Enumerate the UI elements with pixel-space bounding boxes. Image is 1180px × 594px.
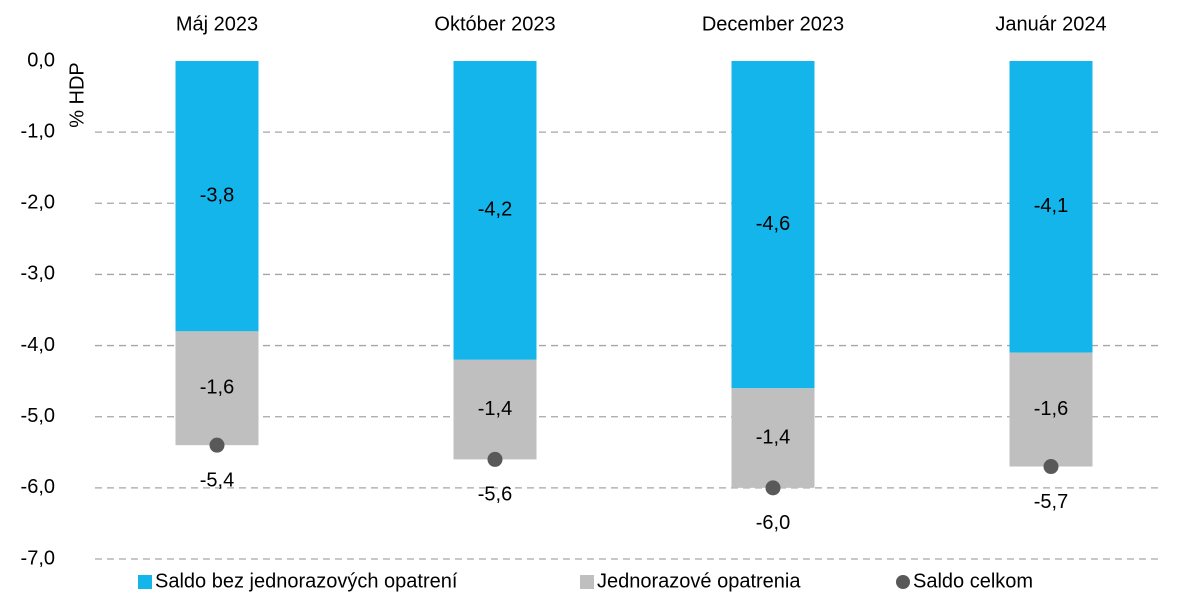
data-label: -5,6 bbox=[478, 484, 512, 506]
legend-marker bbox=[580, 575, 594, 589]
y-tick-label: -6,0 bbox=[21, 476, 55, 498]
x-tick-label: Máj 2023 bbox=[176, 13, 258, 35]
data-label: -1,4 bbox=[478, 398, 512, 420]
total-marker bbox=[209, 437, 225, 453]
y-tick-label: -7,0 bbox=[21, 547, 55, 569]
bar-segment bbox=[175, 61, 259, 332]
y-tick-label: -4,0 bbox=[21, 334, 55, 356]
data-label: -1,6 bbox=[1034, 398, 1068, 420]
x-tick-label: December 2023 bbox=[702, 13, 844, 35]
y-tick-label: -1,0 bbox=[21, 120, 55, 142]
x-tick-label: Október 2023 bbox=[434, 13, 555, 35]
data-label: -4,1 bbox=[1034, 195, 1068, 217]
y-axis-label: % HDP bbox=[66, 62, 88, 128]
bar-segment bbox=[453, 359, 537, 460]
total-marker bbox=[487, 451, 503, 467]
x-tick-label: Január 2024 bbox=[995, 13, 1106, 35]
y-tick-label: 0,0 bbox=[27, 49, 55, 71]
data-label: -6,0 bbox=[756, 512, 790, 534]
data-label: -1,4 bbox=[756, 426, 790, 448]
bar-segment bbox=[453, 61, 537, 360]
legend-label: Saldo celkom bbox=[913, 570, 1033, 592]
legend-label: Saldo bez jednorazových opatrení bbox=[155, 570, 458, 592]
legend-marker bbox=[138, 575, 152, 589]
legend-label: Jednorazové opatrenia bbox=[597, 570, 801, 592]
bar-segment bbox=[1009, 61, 1093, 353]
data-label: -5,4 bbox=[200, 469, 234, 491]
y-tick-label: -5,0 bbox=[21, 405, 55, 427]
bar-segment bbox=[731, 61, 815, 389]
data-label: -4,2 bbox=[478, 199, 512, 221]
legend-marker bbox=[896, 575, 910, 589]
y-tick-label: -3,0 bbox=[21, 263, 55, 285]
y-tick-label: -2,0 bbox=[21, 192, 55, 214]
bar-segment bbox=[731, 388, 815, 488]
total-marker bbox=[765, 480, 781, 496]
data-label: -3,8 bbox=[200, 184, 234, 206]
total-marker bbox=[1043, 459, 1059, 475]
data-label: -1,6 bbox=[200, 377, 234, 399]
bar-segment bbox=[1009, 352, 1093, 467]
data-label: -4,6 bbox=[756, 213, 790, 235]
data-label: -5,7 bbox=[1034, 491, 1068, 513]
bar-segment bbox=[175, 331, 259, 446]
